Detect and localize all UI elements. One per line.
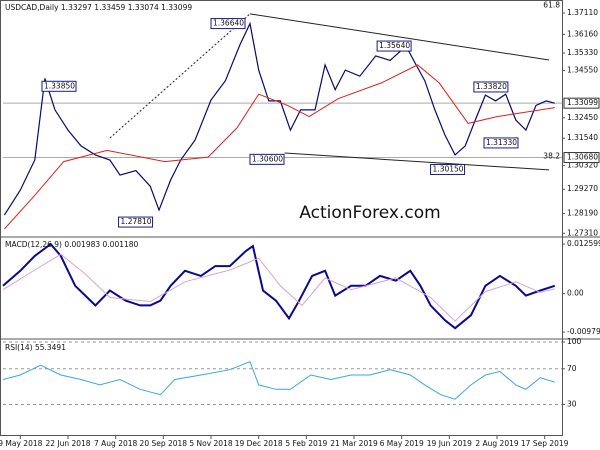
x-tick-label: 6 May 2019	[380, 439, 424, 448]
y-tick-label: 0.00	[567, 289, 584, 298]
watermark: ActionForex.com	[299, 203, 440, 223]
price-label: 1.30600	[252, 154, 283, 163]
price-label-box	[473, 81, 509, 93]
x-tick-label: 22 Jun 2018	[45, 439, 90, 448]
fib-label: 61.8	[543, 0, 560, 9]
price-label-box	[41, 80, 77, 92]
panel-title: USDCAD,Daily 1.33297 1.33459 1.33074 1.3…	[5, 3, 192, 12]
x-tick-label: 19 Dec 2018	[235, 439, 283, 448]
price-label-box	[210, 18, 246, 30]
plot-frame	[0, 0, 563, 436]
y-tick-label: 1.32450	[567, 113, 598, 122]
x-tick-label: 21 Mar 2019	[330, 439, 378, 448]
y-tick-label: 1.28190	[567, 209, 598, 218]
y-tick-label: 1.30320	[567, 161, 598, 170]
x-tick-label: 19 Jun 2019	[427, 439, 472, 448]
y-tick-label: 0.012599	[567, 239, 600, 248]
x-tick-label: 5 Feb 2019	[285, 439, 327, 448]
y-tick-label: 1.31540	[567, 133, 598, 142]
x-tick-label: 20 Sep 2018	[140, 439, 188, 448]
panel-title: MACD(12,26,9) 0.001983 0.001180	[5, 240, 139, 249]
x-tick-label: 17 Sep 2019	[521, 439, 569, 448]
series-line	[3, 21, 555, 216]
panel-title: RSI(14) 55.3491	[5, 343, 66, 352]
y-tick-label: 1.34550	[567, 66, 598, 75]
x-tick-label: 7 Aug 2018	[94, 439, 137, 448]
x-tick-label: 5 Nov 2018	[189, 439, 232, 448]
price-label: 1.36640	[213, 19, 244, 28]
y-tick-label: 1.27310	[567, 228, 598, 237]
y-tick-label: 1.29270	[567, 184, 598, 193]
y-tick-label: 70	[567, 364, 577, 373]
price-label: 1.33820	[476, 82, 507, 91]
y-tick-label: 1.37110	[567, 8, 598, 17]
y-tick-label: 1.35330	[567, 48, 598, 57]
y-tick-label: 100	[567, 337, 582, 346]
price-label: 1.27810	[121, 217, 152, 226]
series-line	[2, 253, 555, 322]
trendline	[249, 13, 550, 61]
level-box	[563, 97, 600, 109]
price-label-box	[376, 40, 412, 52]
series-line	[2, 242, 556, 330]
price-label-box	[249, 153, 285, 165]
price-label: 1.31330	[486, 138, 517, 147]
y-tick-label: -0.00979	[567, 327, 600, 336]
price-label-box	[430, 163, 466, 175]
y-tick-label: 30	[567, 400, 577, 409]
fib-label: 38.2	[543, 152, 560, 161]
price-label: 1.33850	[44, 81, 75, 90]
price-label: 1.30150	[433, 164, 464, 173]
level-box	[563, 152, 600, 164]
level-label: 1.30680	[567, 153, 598, 162]
x-tick-label: 9 May 2018	[0, 439, 43, 448]
series-line	[4, 64, 555, 230]
price-label-box	[118, 216, 154, 228]
x-tick-label: 2 Aug 2019	[475, 439, 518, 448]
series-line	[2, 361, 555, 400]
price-label-box	[483, 137, 519, 149]
level-label: 1.33099	[567, 98, 598, 107]
y-tick-label: 1.36160	[567, 29, 598, 38]
price-label: 1.35640	[379, 41, 410, 50]
trendline	[284, 152, 550, 171]
trendline	[109, 13, 251, 139]
